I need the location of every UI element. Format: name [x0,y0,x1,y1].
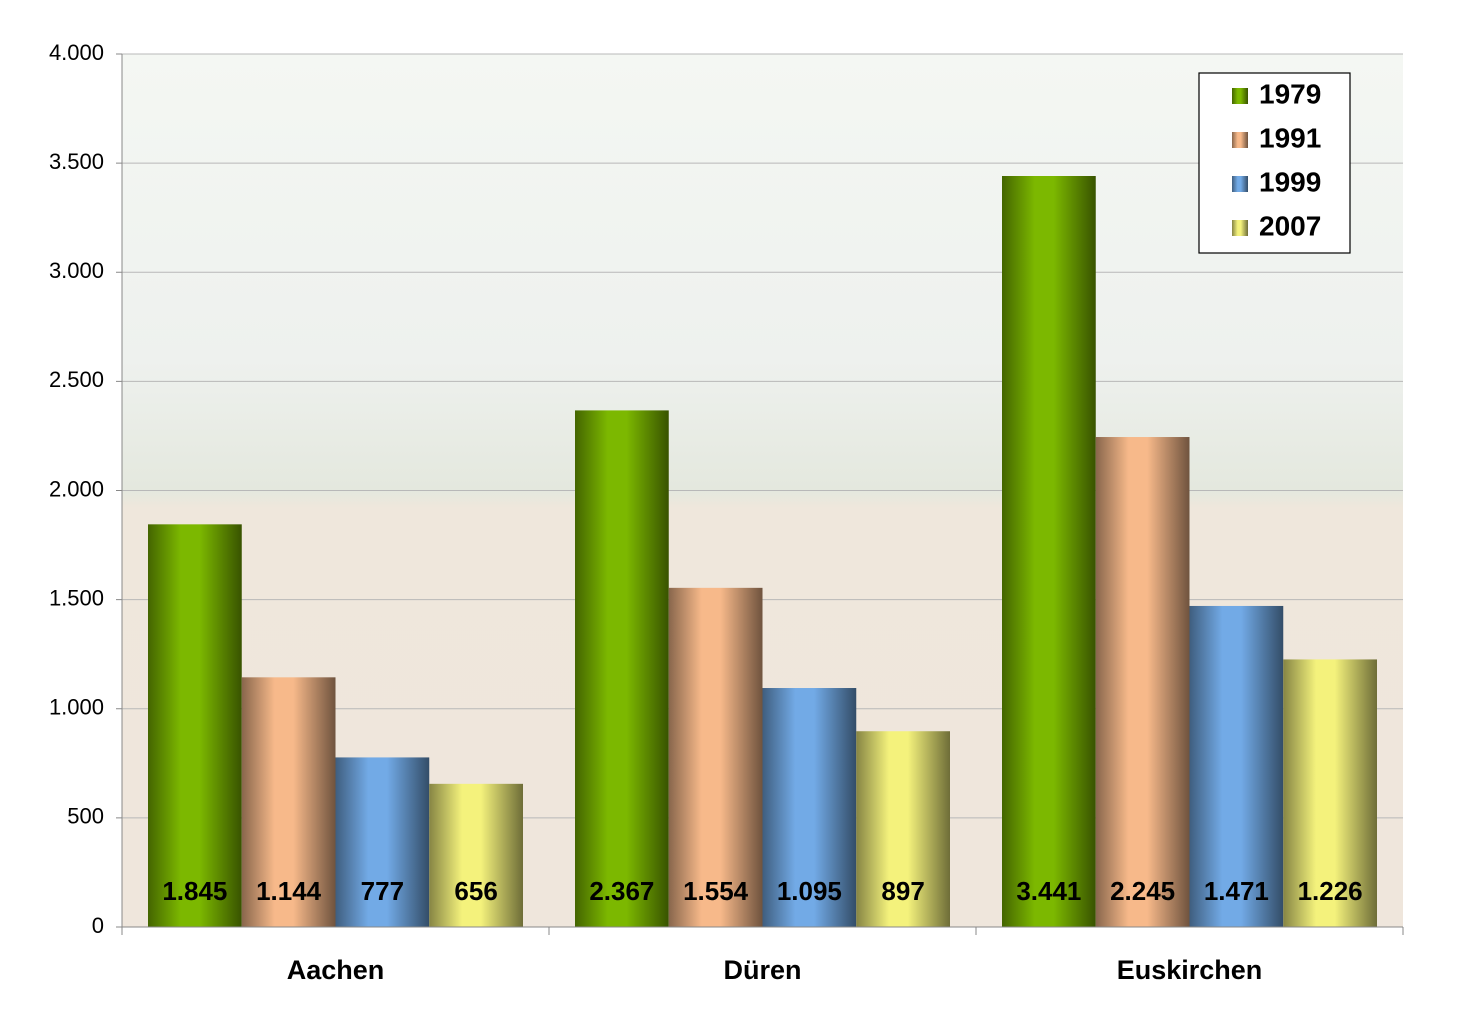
bar [148,524,242,927]
y-tick-label: 2.000 [49,476,104,501]
value-label: 1.554 [683,876,749,906]
x-tick-label: Düren [723,955,801,985]
value-label: 2.367 [589,876,654,906]
x-tick-label: Euskirchen [1117,955,1263,985]
value-label: 1.095 [777,876,842,906]
y-tick-label: 4.000 [49,40,104,65]
bar [335,757,430,927]
bar [241,677,336,927]
bar [1283,659,1377,927]
value-label: 1.471 [1204,876,1269,906]
value-label: 1.226 [1298,876,1363,906]
value-label: 2.245 [1110,876,1175,906]
y-tick-label: 2.500 [49,367,104,392]
value-label: 3.441 [1016,876,1081,906]
legend-label: 2007 [1259,210,1321,241]
legend [1198,72,1351,254]
value-label: 777 [361,876,404,906]
bar [1095,437,1190,927]
legend-label: 1999 [1259,166,1321,197]
value-label: 897 [881,876,924,906]
bar [668,587,763,927]
bar [1002,176,1096,927]
x-tick-label: Aachen [287,955,385,985]
value-label: 1.845 [162,876,227,906]
bar [1189,605,1284,927]
y-tick-label: 1.000 [49,695,104,720]
y-tick-label: 0 [92,913,104,938]
legend-label: 1991 [1259,122,1321,153]
y-tick-label: 3.500 [49,149,104,174]
y-tick-label: 3.000 [49,258,104,283]
legend-swatch [1232,176,1248,192]
legend-swatch [1232,220,1248,236]
y-tick-label: 1.500 [49,585,104,610]
bar [429,783,523,927]
value-label: 1.144 [256,876,322,906]
y-tick-label: 500 [67,804,104,829]
bar [856,731,950,927]
legend-swatch [1232,88,1248,104]
bar [762,688,857,927]
legend-swatch [1232,132,1248,148]
value-label: 656 [454,876,497,906]
bar [575,410,669,928]
legend-label: 1979 [1259,78,1321,109]
